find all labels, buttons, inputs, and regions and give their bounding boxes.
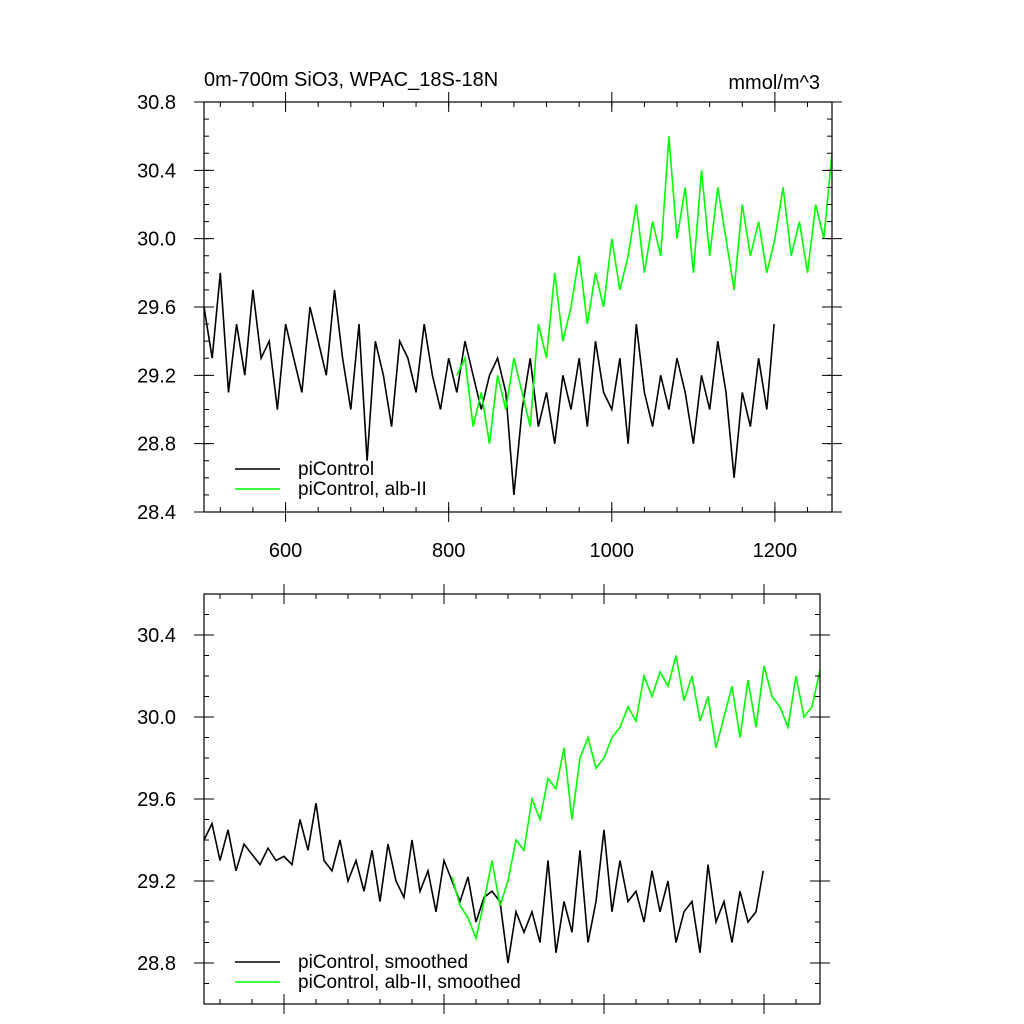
y-tick-label: 28.8 <box>137 434 176 456</box>
y-tick-label: 29.2 <box>137 365 176 387</box>
series-line-1 <box>451 655 821 942</box>
legend-label-1: piControl, alb-II <box>298 479 427 500</box>
legend-label-1: piControl, alb-II, smoothed <box>298 972 521 993</box>
series-line-0 <box>203 272 775 495</box>
series-line-1 <box>456 136 833 444</box>
y-tick-label: 29.2 <box>137 871 176 893</box>
top-panel: 0m-700m SiO3, WPAC_18S-18N mmol/m^3 28.4… <box>137 69 842 562</box>
y-tick-label: 28.4 <box>137 502 176 524</box>
y-tick-label: 29.6 <box>137 789 176 811</box>
top-panel-title: 0m-700m SiO3, WPAC_18S-18N <box>204 69 498 91</box>
x-tick-label: 1200 <box>753 540 798 562</box>
bottom-panel-frame <box>203 593 821 1005</box>
y-tick-label: 28.8 <box>137 953 176 975</box>
bottom-panel-series-lines <box>203 655 821 964</box>
bottom-panel: 28.8 29.2 29.6 30.0 30.4 piControl, smoothed… <box>137 584 830 1014</box>
top-panel-frame <box>203 101 833 513</box>
x-tick-label: 1000 <box>590 540 635 562</box>
legend-label-0: piControl, smoothed <box>298 952 468 973</box>
top-panel-series-lines <box>203 136 833 495</box>
y-tick-label: 30.0 <box>137 229 176 251</box>
bottom-panel-ticks: 28.8 29.2 29.6 30.0 30.4 <box>137 584 830 1014</box>
legend-label-0: piControl <box>298 459 374 480</box>
y-tick-label: 30.4 <box>137 625 176 647</box>
y-tick-label: 29.6 <box>137 297 176 319</box>
series-line-0 <box>203 802 764 964</box>
y-tick-label: 30.4 <box>137 160 176 182</box>
y-tick-label: 30.0 <box>137 707 176 729</box>
y-tick-label: 30.8 <box>137 92 176 114</box>
top-panel-units: mmol/m^3 <box>728 72 820 94</box>
x-tick-label: 600 <box>269 540 302 562</box>
top-panel-ticks: 28.4 28.8 29.2 29.6 30.0 30.4 30.8 600 800 1000 12… <box>137 92 842 562</box>
x-tick-label: 800 <box>432 540 465 562</box>
